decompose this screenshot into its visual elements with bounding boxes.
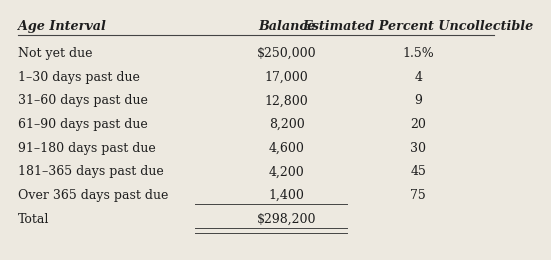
Text: Not yet due: Not yet due	[18, 47, 93, 60]
Text: Estimated Percent Uncollectible: Estimated Percent Uncollectible	[302, 20, 534, 33]
Text: 12,800: 12,800	[264, 94, 309, 107]
Text: 45: 45	[410, 165, 426, 178]
Text: Over 365 days past due: Over 365 days past due	[18, 189, 169, 202]
Text: $298,200: $298,200	[257, 213, 316, 226]
Text: 9: 9	[414, 94, 422, 107]
Text: 30: 30	[410, 142, 426, 155]
Text: 31–60 days past due: 31–60 days past due	[18, 94, 148, 107]
Text: Total: Total	[18, 213, 50, 226]
Text: 75: 75	[410, 189, 426, 202]
Text: 91–180 days past due: 91–180 days past due	[18, 142, 156, 155]
Text: 4,600: 4,600	[268, 142, 305, 155]
Text: 61–90 days past due: 61–90 days past due	[18, 118, 148, 131]
Text: 4,200: 4,200	[269, 165, 304, 178]
Text: 1–30 days past due: 1–30 days past due	[18, 71, 140, 84]
Text: Age Interval: Age Interval	[18, 20, 106, 33]
Text: $250,000: $250,000	[257, 47, 316, 60]
Text: 20: 20	[410, 118, 426, 131]
Text: 1.5%: 1.5%	[402, 47, 434, 60]
Text: 17,000: 17,000	[264, 71, 309, 84]
Text: Balance: Balance	[258, 20, 315, 33]
Text: 1,400: 1,400	[268, 189, 305, 202]
Text: 4: 4	[414, 71, 422, 84]
Text: 8,200: 8,200	[269, 118, 304, 131]
Text: 181–365 days past due: 181–365 days past due	[18, 165, 164, 178]
